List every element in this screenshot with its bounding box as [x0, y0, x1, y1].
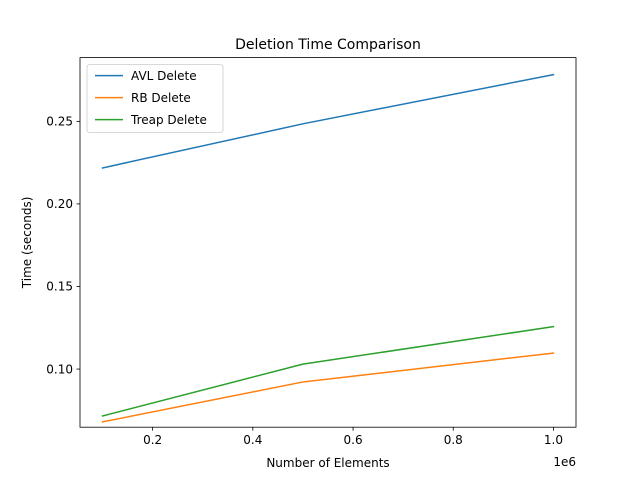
y-tick-label: 0.25 — [46, 115, 73, 129]
x-tick-label: 0.4 — [243, 433, 262, 447]
x-tick-label: 0.2 — [143, 433, 162, 447]
series-line-treap-delete — [101, 325, 555, 417]
x-tick-label: 0.6 — [344, 433, 363, 447]
chart-title: Deletion Time Comparison — [235, 37, 421, 53]
legend-label: AVL Delete — [131, 69, 197, 83]
y-tick-label: 0.10 — [46, 362, 73, 376]
y-axis: 0.10 0.15 0.20 0.25 — [46, 115, 80, 376]
x-axis-label: Number of Elements — [266, 456, 389, 470]
y-axis-label: Time (seconds) — [20, 197, 34, 290]
plot-area — [101, 73, 555, 423]
x-tick-label: 0.8 — [444, 433, 463, 447]
x-axis-offset-label: 1e6 — [553, 455, 576, 469]
x-tick-label: 1.0 — [544, 433, 563, 447]
series-line-avl-delete — [101, 73, 555, 169]
y-tick-label: 0.20 — [46, 197, 73, 211]
axes-frame — [79, 57, 577, 428]
x-axis: 0.2 0.4 0.6 0.8 1.0 — [143, 427, 563, 447]
series-line-rb-delete — [101, 352, 555, 423]
legend: AVL Delete RB Delete Treap Delete — [86, 64, 224, 133]
legend-box — [86, 64, 224, 133]
legend-label: RB Delete — [131, 91, 191, 105]
legend-label: Treap Delete — [130, 113, 207, 127]
y-tick-label: 0.15 — [46, 280, 73, 294]
